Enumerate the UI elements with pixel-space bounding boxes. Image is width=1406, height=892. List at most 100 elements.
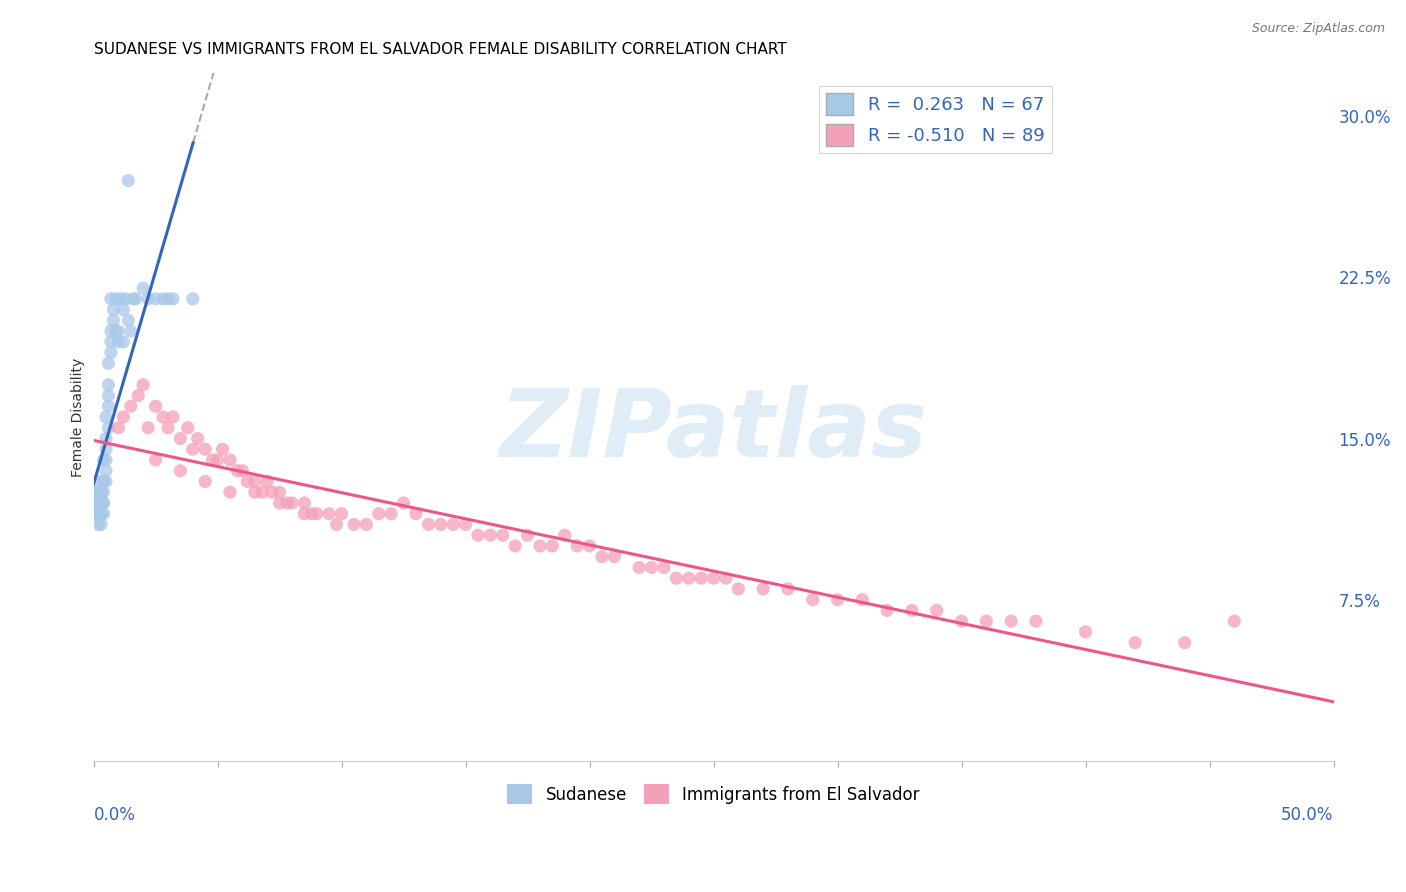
Point (132, 281, 155, 295)
Point (90, 507, 112, 521)
Point (665, 571, 688, 585)
Point (90, 517, 112, 532)
Point (97, 399, 120, 413)
Text: SUDANESE VS IMMIGRANTS FROM EL SALVADOR FEMALE DISABILITY CORRELATION CHART: SUDANESE VS IMMIGRANTS FROM EL SALVADOR … (94, 42, 786, 57)
Point (107, 421, 129, 435)
Point (84, 507, 107, 521)
Point (591, 549, 613, 564)
Point (90, 507, 112, 521)
Point (181, 292, 204, 306)
Point (901, 603, 924, 617)
Point (87, 496, 110, 510)
Point (516, 528, 538, 542)
Point (256, 475, 278, 489)
Point (714, 571, 737, 585)
Point (93, 485, 115, 500)
Point (243, 475, 266, 489)
Point (1174, 635, 1197, 649)
Point (103, 313, 125, 327)
Point (851, 592, 873, 607)
Point (112, 334, 135, 349)
Point (554, 528, 576, 542)
Point (801, 592, 824, 607)
Point (492, 528, 515, 542)
Point (325, 517, 347, 532)
Point (127, 388, 149, 402)
Point (156, 292, 179, 306)
Point (152, 410, 174, 425)
Point (236, 475, 259, 489)
Point (219, 485, 242, 500)
Point (110, 292, 132, 306)
Point (292, 496, 315, 510)
Point (603, 549, 626, 564)
Point (211, 442, 233, 457)
Point (93, 496, 115, 510)
Point (97, 356, 120, 370)
Point (87, 507, 110, 521)
Point (281, 496, 304, 510)
Point (392, 496, 415, 510)
Point (120, 324, 142, 338)
Point (976, 614, 998, 628)
Point (104, 324, 127, 338)
Point (112, 410, 135, 425)
Point (120, 399, 142, 413)
Point (467, 528, 489, 542)
Text: ZIPatlas: ZIPatlas (499, 384, 928, 476)
Point (104, 292, 127, 306)
Point (727, 582, 749, 596)
Point (441, 517, 464, 532)
Point (479, 528, 502, 542)
Point (652, 560, 675, 574)
Point (356, 517, 378, 532)
Text: 0.0%: 0.0% (94, 805, 135, 823)
Point (93, 475, 115, 489)
Point (87, 485, 110, 500)
Point (117, 174, 139, 188)
Point (90, 496, 112, 510)
Point (136, 292, 159, 306)
Point (262, 485, 284, 500)
Point (752, 582, 775, 596)
Point (429, 517, 451, 532)
Point (169, 464, 191, 478)
Point (97, 377, 120, 392)
Point (90, 507, 112, 521)
Point (194, 475, 217, 489)
Point (301, 507, 323, 521)
Point (640, 560, 662, 574)
Point (269, 485, 291, 500)
Point (169, 432, 191, 446)
Point (117, 313, 139, 327)
Point (380, 507, 402, 521)
Point (114, 292, 136, 306)
Point (90, 496, 112, 510)
Point (93, 507, 115, 521)
Point (541, 539, 564, 553)
Point (231, 464, 253, 478)
Point (219, 453, 242, 467)
Point (876, 603, 898, 617)
Point (97, 421, 120, 435)
Point (90, 507, 112, 521)
Point (90, 496, 112, 510)
Point (950, 614, 973, 628)
Point (145, 453, 167, 467)
Text: Source: ZipAtlas.com: Source: ZipAtlas.com (1251, 22, 1385, 36)
Point (207, 453, 229, 467)
Point (503, 539, 526, 553)
Point (156, 421, 179, 435)
Point (84, 485, 107, 500)
Point (702, 571, 724, 585)
Point (100, 324, 122, 338)
Point (827, 592, 849, 607)
Point (84, 496, 107, 510)
Point (181, 442, 204, 457)
Point (100, 345, 122, 359)
Point (94, 442, 117, 457)
Point (305, 507, 328, 521)
Point (318, 507, 340, 521)
Point (343, 517, 366, 532)
Point (90, 507, 112, 521)
